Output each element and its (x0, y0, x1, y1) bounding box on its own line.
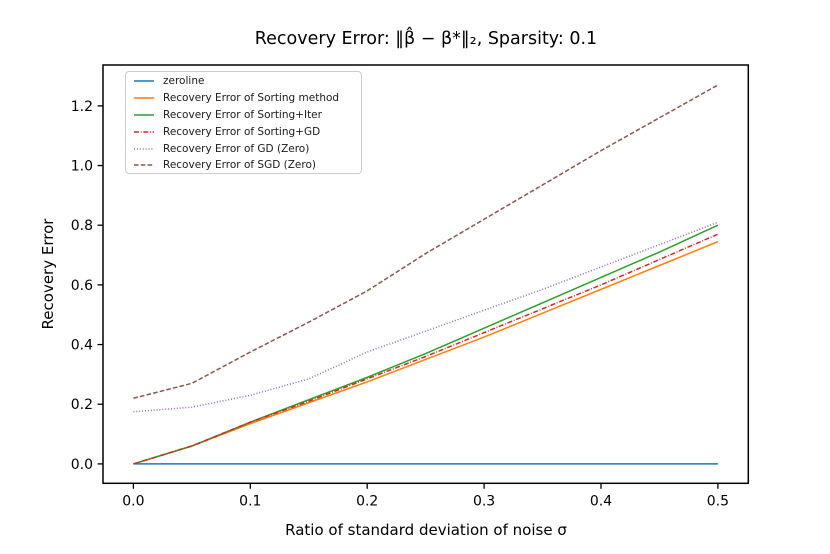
x-tick-label: 0.3 (473, 493, 495, 509)
y-tick-label: 1.2 (71, 99, 93, 115)
legend-item: Recovery Error of Sorting method (126, 90, 361, 107)
legend: zeroline Recovery Error of Sorting metho… (125, 71, 362, 174)
x-tick-label: 0.4 (590, 493, 612, 509)
chart-title: Recovery Error: ‖β̂ − β*‖₂, Sparsity: 0.… (254, 29, 598, 49)
legend-item-label: Recovery Error of Sorting method (163, 92, 340, 105)
axes-spine (102, 64, 750, 485)
x-tick-label: 0.0 (122, 493, 144, 509)
series-line (133, 224, 719, 465)
y-tick-label: 0.6 (71, 278, 93, 294)
legend-item-label: Recovery Error of Sorting+GD (163, 125, 321, 138)
x-tick-label: 0.5 (707, 493, 729, 509)
y-tick-label: 0.4 (71, 338, 93, 354)
legend-item: Recovery Error of GD (Zero) (126, 140, 361, 157)
legend-item: Recovery Error of SGD (Zero) (126, 157, 361, 174)
series-line (133, 221, 719, 413)
x-tick-label: 0.2 (356, 493, 378, 509)
legend-line-sample (134, 114, 154, 116)
y-tick-label: 1.0 (71, 159, 93, 175)
legend-item-label: zeroline (163, 75, 205, 88)
legend-line-sample (134, 147, 154, 150)
legend-item: zeroline (126, 73, 361, 90)
y-tick-label: 0.8 (71, 218, 93, 234)
legend-line-sample (134, 80, 154, 83)
x-tick-label: 0.1 (239, 493, 261, 509)
series-line (133, 233, 719, 465)
legend-line-sample (134, 164, 154, 167)
legend-item-label: Recovery Error of SGD (Zero) (163, 159, 316, 172)
x-axis-label: Ratio of standard deviation of noise σ (285, 521, 567, 539)
legend-line-sample (134, 130, 154, 133)
y-tick-label: 0.0 (71, 457, 93, 473)
y-tick-label: 0.2 (71, 397, 93, 413)
legend-item: Recovery Error of Sorting+GD (126, 123, 361, 140)
legend-line-sample (134, 97, 154, 99)
legend-item-label: Recovery Error of GD (Zero) (163, 142, 310, 155)
legend-item-label: Recovery Error of Sorting+Iter (163, 108, 322, 121)
legend-item: Recovery Error of Sorting+Iter (126, 107, 361, 124)
series-line (133, 84, 719, 399)
series-line (133, 240, 719, 465)
